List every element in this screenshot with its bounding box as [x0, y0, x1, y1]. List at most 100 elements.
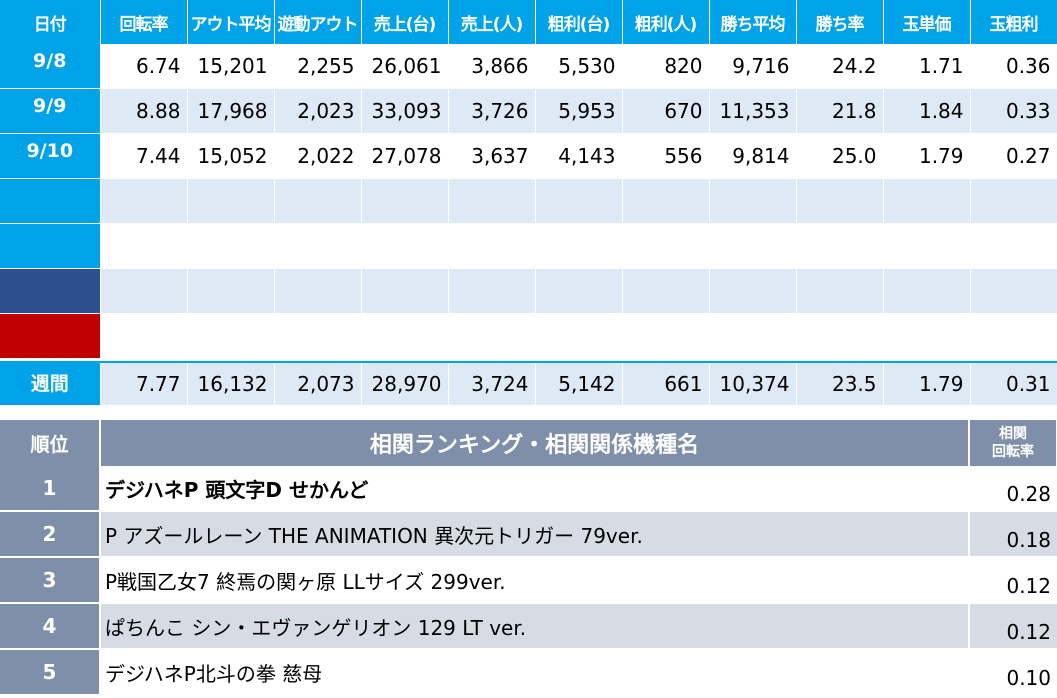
rank-number: 1: [0, 466, 101, 512]
stats-value-cell: [361, 223, 449, 269]
stats-value-cell: [187, 223, 275, 269]
stats-value-cell: [100, 223, 188, 269]
stats-value-cell: [709, 313, 797, 359]
stats-value-cell: [622, 313, 710, 359]
stats-value-cell: 9,814: [709, 133, 797, 179]
stats-value-cell: 7.44: [100, 133, 188, 179]
stats-value-cell: [883, 223, 971, 269]
stats-value-cell: [796, 178, 884, 224]
machine-name: ぱちんこ シン・エヴァンゲリオン 129 LT ver.: [100, 603, 970, 650]
weekly-value-cell: 661: [622, 361, 710, 406]
stats-row: 9/9 8.88 17,968 2,023 33,093 3,726 5,953 670 11,…: [0, 88, 1057, 134]
stats-value-cell: [274, 223, 362, 269]
header-ball-profit: 玉粗利: [970, 0, 1057, 44]
stats-value-cell: 2,023: [274, 88, 362, 134]
stats-value-cell: [970, 223, 1057, 269]
weekly-value-cell: 5,142: [535, 361, 623, 406]
weekly-value-cell: 16,132: [187, 361, 275, 406]
header-profit-per-person: 粗利(人): [622, 0, 710, 44]
stats-value-cell: 670: [622, 88, 710, 134]
stats-value-cell: 24.2: [796, 44, 884, 89]
stats-value-cell: [709, 178, 797, 224]
stats-value-cell: [535, 223, 623, 269]
date-cell: 9/9: [0, 88, 101, 134]
stats-value-cell: [970, 178, 1057, 224]
ranking-row: 3 P戦国乙女7 終焉の関ヶ原 LLサイズ 299ver. 0.12: [0, 557, 1057, 604]
stats-value-cell: 6.74: [100, 44, 188, 89]
stats-value-cell: [187, 178, 275, 224]
header-corr-line2: 回転率: [992, 444, 1034, 460]
date-cell: [0, 178, 101, 224]
date-cell: [0, 223, 101, 269]
ranking-header-row: 順位 相関ランキング・相関関係機種名 相関 回転率: [0, 420, 1057, 466]
correlation-value: 0.12: [969, 557, 1057, 604]
date-cell: 9/8: [0, 44, 101, 89]
machine-name: P アズールレーン THE ANIMATION 異次元トリガー 79ver.: [100, 511, 970, 558]
weekly-value-cell: 28,970: [361, 361, 449, 406]
header-sales-per-person: 売上(人): [448, 0, 536, 44]
stats-value-cell: [361, 268, 449, 314]
stats-value-cell: 11,353: [709, 88, 797, 134]
stats-value-cell: 17,968: [187, 88, 275, 134]
daily-stats-table: 日付 回転率 アウト平均 遊動アウト 売上(台) 売上(人) 粗利(台) 粗利(…: [0, 0, 1057, 406]
stats-value-cell: [274, 178, 362, 224]
stats-value-cell: [709, 268, 797, 314]
stats-value-cell: [448, 313, 536, 359]
correlation-value: 0.28: [969, 466, 1057, 512]
rank-number: 2: [0, 511, 101, 558]
stats-value-cell: [448, 223, 536, 269]
header-related-machines: 相関ランキング・相関関係機種名: [100, 420, 970, 466]
stats-value-cell: [187, 268, 275, 314]
stats-value-cell: 15,052: [187, 133, 275, 179]
header-sales-per-machine: 売上(台): [361, 0, 449, 44]
weekly-value-cell: 23.5: [796, 361, 884, 406]
stats-value-cell: [883, 268, 971, 314]
ranking-row: 5 デジハネP北斗の拳 慈母 0.10: [0, 649, 1057, 696]
header-win-rate: 勝ち率: [796, 0, 884, 44]
stats-value-cell: 15,201: [187, 44, 275, 89]
stats-value-cell: [709, 223, 797, 269]
weekly-value-cell: 0.31: [970, 361, 1057, 406]
weekly-value-cell: 7.77: [100, 361, 188, 406]
weekly-label: 週間: [0, 361, 101, 406]
date-cell: [0, 313, 101, 359]
stats-value-cell: 26,061: [361, 44, 449, 89]
stats-value-cell: [796, 268, 884, 314]
stats-row: 9/10 7.44 15,052 2,022 27,078 3,637 4,143 556 9,…: [0, 133, 1057, 179]
header-date: 日付: [0, 0, 101, 44]
header-rank: 順位: [0, 420, 101, 466]
stats-value-cell: [622, 178, 710, 224]
stats-row: 9/8 6.74 15,201 2,255 26,061 3,866 5,530 820 9,7…: [0, 44, 1057, 89]
rank-number: 3: [0, 557, 101, 604]
correlation-value: 0.12: [969, 603, 1057, 650]
header-idle-out: 遊動アウト: [274, 0, 362, 44]
weekly-value-cell: 3,724: [448, 361, 536, 406]
stats-value-cell: [883, 178, 971, 224]
stats-value-cell: [796, 223, 884, 269]
stats-value-cell: [535, 313, 623, 359]
weekly-value-cell: 1.79: [883, 361, 971, 406]
stats-value-cell: [622, 268, 710, 314]
stats-value-cell: [535, 268, 623, 314]
stats-value-cell: 820: [622, 44, 710, 89]
stats-value-cell: 0.27: [970, 133, 1057, 179]
stats-value-cell: [883, 313, 971, 359]
stats-header-row: 日付 回転率 アウト平均 遊動アウト 売上(台) 売上(人) 粗利(台) 粗利(…: [0, 0, 1057, 44]
stats-value-cell: 3,866: [448, 44, 536, 89]
stats-value-cell: 3,726: [448, 88, 536, 134]
stats-value-cell: 2,022: [274, 133, 362, 179]
header-profit-per-machine: 粗利(台): [535, 0, 623, 44]
stats-value-cell: 9,716: [709, 44, 797, 89]
stats-value-cell: [361, 178, 449, 224]
stats-value-cell: [622, 223, 710, 269]
stats-spacer: [0, 358, 1057, 362]
correlation-value: 0.10: [969, 649, 1057, 696]
rank-number: 5: [0, 649, 101, 696]
header-rotation-rate: 回転率: [100, 0, 188, 44]
stats-row: [0, 268, 1057, 314]
stats-value-cell: 1.71: [883, 44, 971, 89]
header-ball-unit-price: 玉単価: [883, 0, 971, 44]
machine-name: デジハネP北斗の拳 慈母: [100, 649, 970, 696]
spacer-cell: [0, 358, 1057, 362]
